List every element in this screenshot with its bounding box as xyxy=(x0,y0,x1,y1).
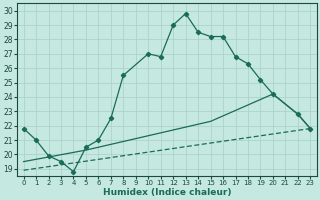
X-axis label: Humidex (Indice chaleur): Humidex (Indice chaleur) xyxy=(103,188,231,197)
